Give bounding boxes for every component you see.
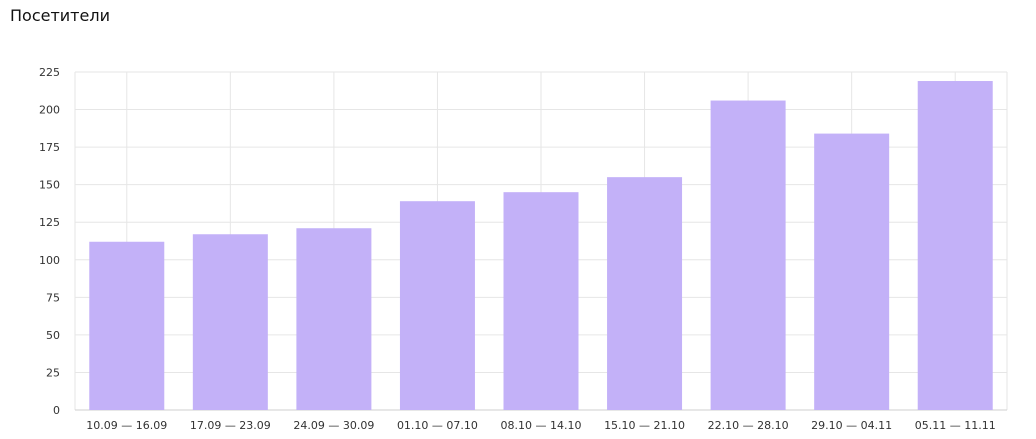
bars [89, 81, 993, 410]
y-tick-label: 125 [39, 216, 60, 229]
x-tick-label: 01.10 — 07.10 [397, 419, 478, 432]
y-tick-label: 175 [39, 141, 60, 154]
bar[interactable] [296, 228, 372, 410]
chart-title: Посетители [10, 6, 110, 25]
x-tick-label: 22.10 — 28.10 [708, 419, 789, 432]
bar[interactable] [399, 201, 475, 410]
y-tick-label: 50 [46, 329, 60, 342]
y-tick-label: 150 [39, 179, 60, 192]
x-tick-label: 08.10 — 14.10 [501, 419, 582, 432]
x-tick-label: 29.10 — 04.11 [811, 419, 892, 432]
y-tick-label: 75 [46, 291, 60, 304]
y-tick-label: 25 [46, 366, 60, 379]
x-tick-label: 17.09 — 23.09 [190, 419, 271, 432]
y-tick-label: 225 [39, 66, 60, 79]
y-tick-label: 200 [39, 104, 60, 117]
x-tick-label: 05.11 — 11.11 [915, 419, 996, 432]
bar[interactable] [89, 241, 165, 410]
x-tick-label: 15.10 — 21.10 [604, 419, 685, 432]
bar[interactable] [710, 100, 786, 410]
bar[interactable] [917, 81, 993, 410]
bar[interactable] [503, 192, 579, 410]
bar[interactable] [607, 177, 683, 410]
y-tick-label: 100 [39, 254, 60, 267]
y-axis-ticks: 0 25 50 75 100 125 150 175 200 225 [39, 66, 60, 417]
x-tick-label: 10.09 — 16.09 [86, 419, 167, 432]
x-tick-label: 24.09 — 30.09 [293, 419, 374, 432]
bar[interactable] [192, 234, 268, 410]
y-tick-label: 0 [53, 404, 60, 417]
x-axis-ticks: 10.09 — 16.09 17.09 — 23.09 24.09 — 30.09 0… [86, 419, 995, 432]
bar[interactable] [814, 133, 890, 410]
